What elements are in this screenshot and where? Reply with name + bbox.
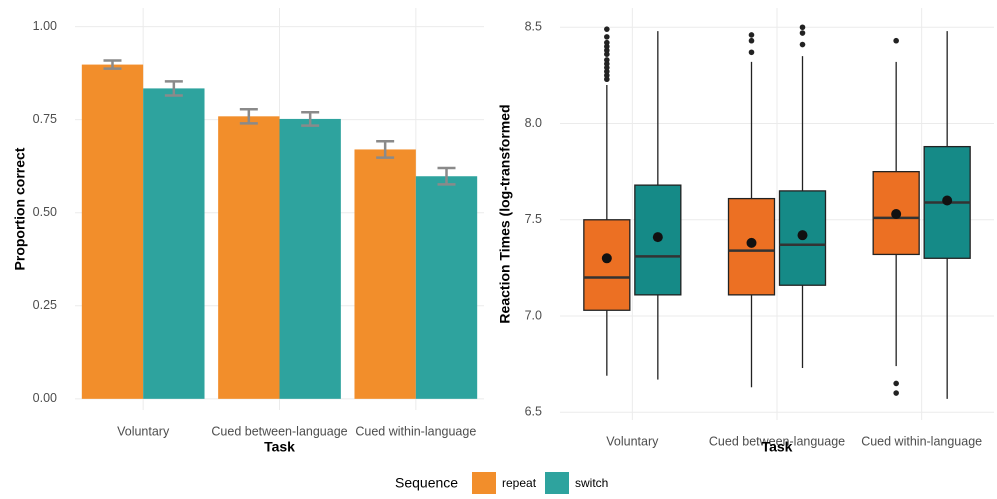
- y-tick-label: 8.0: [525, 116, 542, 130]
- outlier: [604, 47, 610, 54]
- legend-swatch: [472, 472, 496, 496]
- bar: [279, 118, 341, 399]
- y-tick-label: 8.5: [525, 20, 542, 34]
- y-tick-label: 6.5: [525, 405, 542, 419]
- outlier: [893, 37, 899, 44]
- y-tick-label: 0.25: [33, 298, 57, 312]
- outlier: [604, 61, 610, 67]
- outlier: [893, 380, 899, 387]
- box: [583, 219, 631, 311]
- outlier: [748, 37, 755, 44]
- outlier: [604, 51, 610, 58]
- outlier: [604, 26, 610, 32]
- outlier: [604, 43, 610, 50]
- x-tick-label: Cued between-language: [709, 434, 845, 448]
- outlier: [748, 49, 755, 56]
- outlier: [748, 32, 755, 38]
- legend-swatch: [545, 472, 569, 496]
- mean-point: [601, 253, 612, 264]
- mean-point: [797, 230, 808, 241]
- bar: [143, 88, 205, 399]
- outlier: [604, 64, 610, 71]
- outlier: [799, 41, 806, 48]
- y-tick-label: 0.50: [33, 205, 57, 219]
- bar: [218, 116, 280, 399]
- x-tick-label: Cued within-language: [861, 434, 982, 448]
- y-tick-label: 1.00: [33, 19, 57, 33]
- y-tick-label: 7.0: [525, 308, 542, 322]
- legend-label: switch: [575, 476, 608, 490]
- legend-label: repeat: [502, 476, 537, 490]
- y-tick-label: 0.00: [33, 391, 57, 405]
- outlier: [799, 24, 806, 31]
- x-tick-label: Cued within-language: [355, 424, 476, 438]
- outlier: [604, 34, 610, 40]
- y-axis-title: Reaction Times (log-transformed: [497, 104, 513, 323]
- x-tick-label: Voluntary: [606, 434, 659, 448]
- outlier: [604, 72, 610, 79]
- outlier: [604, 57, 610, 63]
- y-tick-label: 0.75: [33, 112, 57, 126]
- outlier: [604, 39, 610, 46]
- outlier: [799, 30, 806, 36]
- x-axis-title: Task: [762, 439, 793, 455]
- bar: [415, 176, 478, 399]
- x-tick-label: Cued between-language: [211, 424, 347, 438]
- bar: [354, 149, 416, 399]
- outlier: [604, 76, 610, 83]
- mean-point: [891, 209, 902, 219]
- y-tick-label: 7.5: [525, 212, 542, 226]
- bar: [81, 64, 144, 399]
- outlier: [893, 390, 899, 396]
- outlier: [604, 68, 610, 75]
- y-axis-title: Proportion correct: [12, 147, 28, 270]
- mean-point: [942, 195, 953, 206]
- legend-title: Sequence: [395, 475, 458, 491]
- mean-point: [652, 232, 663, 243]
- x-axis-title: Task: [264, 439, 295, 455]
- mean-point: [746, 237, 757, 248]
- x-tick-label: Voluntary: [117, 424, 170, 438]
